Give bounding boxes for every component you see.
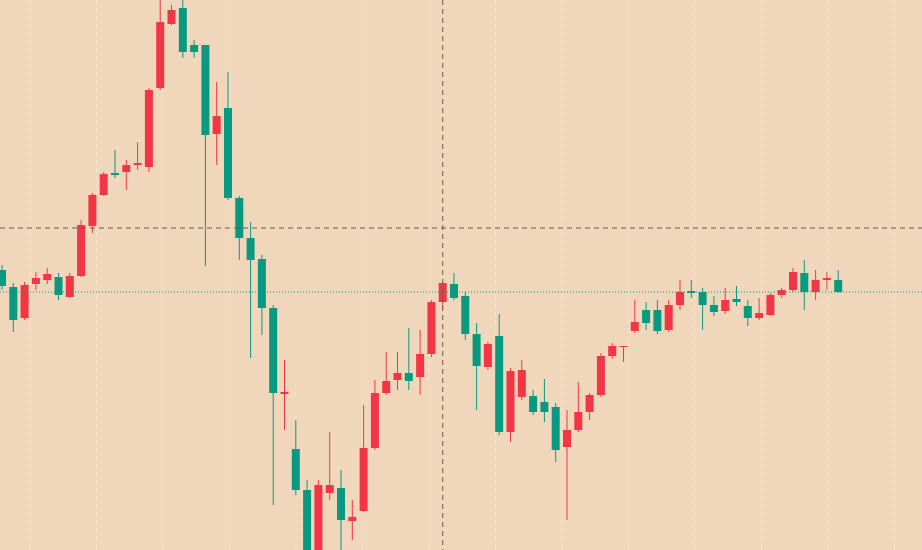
candle-body	[31, 278, 40, 284]
candle-body	[642, 310, 651, 323]
candle-body	[235, 198, 244, 238]
candle-body	[506, 371, 515, 432]
candle-body	[370, 393, 379, 448]
candle-body	[393, 373, 402, 380]
candle-body	[144, 90, 153, 167]
candle-body	[811, 280, 820, 292]
candle-body	[585, 395, 594, 412]
candle-body	[698, 292, 707, 305]
candle-body	[122, 165, 131, 172]
candle-body	[755, 313, 764, 318]
candle-body	[212, 116, 221, 134]
candle-body	[517, 370, 526, 397]
candle-body	[461, 296, 470, 334]
candle-body	[743, 306, 752, 318]
candle-body	[450, 284, 458, 298]
candle-body	[178, 8, 187, 52]
candle-body	[20, 285, 29, 318]
candle-body	[619, 346, 628, 347]
candle-body	[789, 272, 797, 290]
candle-body	[483, 344, 492, 367]
candle-body	[156, 22, 165, 88]
candle-body	[472, 334, 481, 366]
candle-body	[540, 402, 549, 412]
candle-body	[664, 305, 673, 330]
candle-body	[732, 299, 741, 302]
candle-body	[608, 346, 617, 356]
candle-body	[382, 381, 391, 393]
candle-body	[65, 276, 74, 297]
candle-body	[777, 290, 786, 295]
candle-body	[9, 287, 18, 320]
candle-body	[43, 274, 52, 280]
candle-body	[224, 108, 232, 198]
candle-body	[834, 280, 843, 292]
candle-body	[529, 396, 538, 412]
candle-body	[167, 10, 176, 24]
candle-body	[77, 225, 86, 276]
candle-body	[676, 292, 684, 305]
candle-body	[800, 273, 809, 292]
candle-body	[416, 354, 425, 377]
candle-body	[822, 278, 831, 280]
candle-body	[0, 270, 6, 286]
candle-body	[337, 488, 345, 520]
candle-body	[495, 336, 504, 432]
candle-body	[280, 392, 289, 394]
candle-body	[291, 449, 300, 490]
candle-body	[653, 310, 662, 331]
candle-body	[404, 373, 413, 381]
candle-body	[427, 302, 436, 354]
candle-body	[574, 412, 583, 430]
candle-body	[257, 259, 266, 308]
candle-body	[721, 300, 730, 311]
candle-body	[246, 238, 255, 260]
candle-body	[766, 295, 775, 315]
candle-body	[563, 430, 571, 447]
candle-body	[303, 490, 312, 550]
candle-body	[325, 485, 334, 493]
candle-body	[88, 195, 97, 226]
candle-body	[551, 407, 560, 450]
candle-body	[709, 305, 718, 312]
candle-body	[269, 308, 278, 393]
candle-body	[596, 356, 605, 395]
candle-body	[630, 322, 639, 331]
candle-body	[314, 485, 323, 550]
candle-body	[190, 45, 199, 52]
candle-body	[687, 291, 696, 293]
candle-body	[201, 45, 210, 135]
candle-body	[111, 173, 119, 175]
candle-body	[54, 277, 63, 295]
candle-body	[348, 517, 357, 521]
candle-body	[99, 174, 108, 195]
candle-body	[359, 448, 368, 511]
candle-body	[133, 163, 142, 165]
